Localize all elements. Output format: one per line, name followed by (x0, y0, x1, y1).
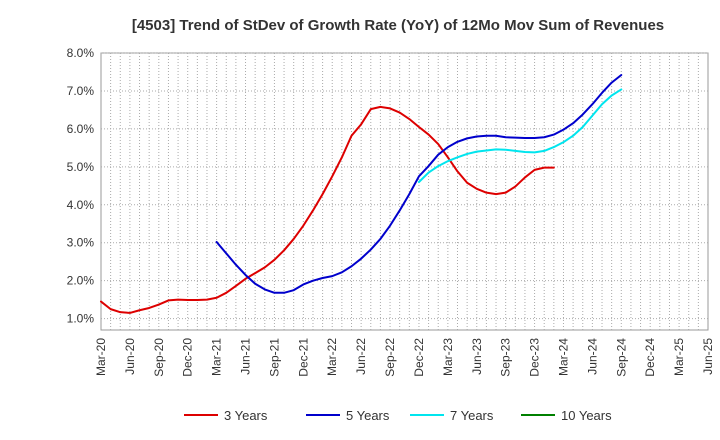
series-lines (100, 74, 623, 314)
y-tick-label: 7.0% (67, 84, 95, 98)
legend-label-5-years: 5 Years (346, 408, 390, 423)
y-tick-label: 6.0% (67, 122, 95, 136)
y-tick-label: 8.0% (67, 46, 95, 60)
x-tick-label: Jun-21 (239, 338, 253, 375)
x-tick-label: Mar-21 (210, 338, 224, 376)
legend: 3 Years 5 Years 7 Years 10 Years (184, 408, 612, 423)
x-axis: Mar-20 Jun-20 Sep-20 Dec-20 Mar-21 Jun-21 Sep-… (94, 338, 715, 377)
series-line-3-years (100, 105, 555, 314)
x-tick-label: Sep-24 (614, 338, 628, 377)
plot-area (100, 52, 709, 331)
x-tick-label: Dec-21 (296, 338, 310, 377)
x-tick-label: Dec-23 (528, 338, 542, 377)
legend-label-10-years: 10 Years (561, 408, 612, 423)
y-axis: 1.0% 2.0% 3.0% 4.0% 5.0% 6.0% 7.0% 8.0% (67, 46, 95, 326)
x-tick-label: Jun-20 (123, 338, 137, 375)
x-tick-label: Jun-24 (585, 338, 599, 375)
x-tick-label: Mar-25 (672, 338, 686, 376)
x-tick-label: Dec-22 (412, 338, 426, 377)
series-line-5-years (215, 74, 623, 294)
x-tick-label: Dec-24 (643, 338, 657, 377)
x-tick-label: Mar-23 (441, 338, 455, 376)
legend-label-7-years: 7 Years (450, 408, 494, 423)
y-tick-label: 4.0% (67, 198, 95, 212)
x-tick-label: Sep-22 (383, 338, 397, 377)
x-tick-label: Sep-21 (267, 338, 281, 377)
x-tick-label: Jun-23 (470, 338, 484, 375)
x-tick-label: Jun-22 (354, 338, 368, 375)
y-tick-label: 5.0% (67, 160, 95, 174)
x-tick-label: Sep-23 (499, 338, 513, 377)
x-tick-label: Jun-25 (701, 338, 715, 375)
x-tick-label: Sep-20 (152, 338, 166, 377)
y-tick-label: 1.0% (67, 312, 95, 326)
series-line-7-years (417, 88, 623, 184)
x-tick-label: Dec-20 (181, 338, 195, 377)
chart-title: [4503] Trend of StDev of Growth Rate (Yo… (132, 17, 664, 34)
x-tick-label: Mar-20 (94, 338, 108, 376)
x-tick-label: Mar-24 (556, 338, 570, 376)
y-tick-label: 3.0% (67, 236, 95, 250)
x-tick-label: Mar-22 (325, 338, 339, 376)
legend-label-3-years: 3 Years (224, 408, 268, 423)
y-tick-label: 2.0% (67, 274, 95, 288)
